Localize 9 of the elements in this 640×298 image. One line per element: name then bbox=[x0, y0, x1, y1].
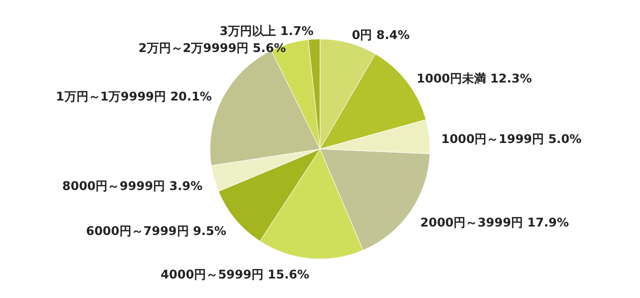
slice-label: 0円 8.4% bbox=[352, 28, 410, 42]
slice-label: 1万円～1万9999円 20.1% bbox=[56, 90, 212, 104]
slice-label: 4000円～5999円 15.6% bbox=[160, 268, 310, 282]
slice-label: 3万円以上 1.7% bbox=[220, 24, 314, 38]
slice-label: 6000円～7999円 9.5% bbox=[86, 224, 226, 238]
slice-label: 2000円～3999円 17.9% bbox=[420, 216, 569, 230]
slice-label: 1000円～1999円 5.0% bbox=[441, 132, 582, 146]
slice-label: 1000円未満 12.3% bbox=[416, 72, 532, 86]
slice-label: 8000円～9999円 3.9% bbox=[62, 178, 203, 193]
